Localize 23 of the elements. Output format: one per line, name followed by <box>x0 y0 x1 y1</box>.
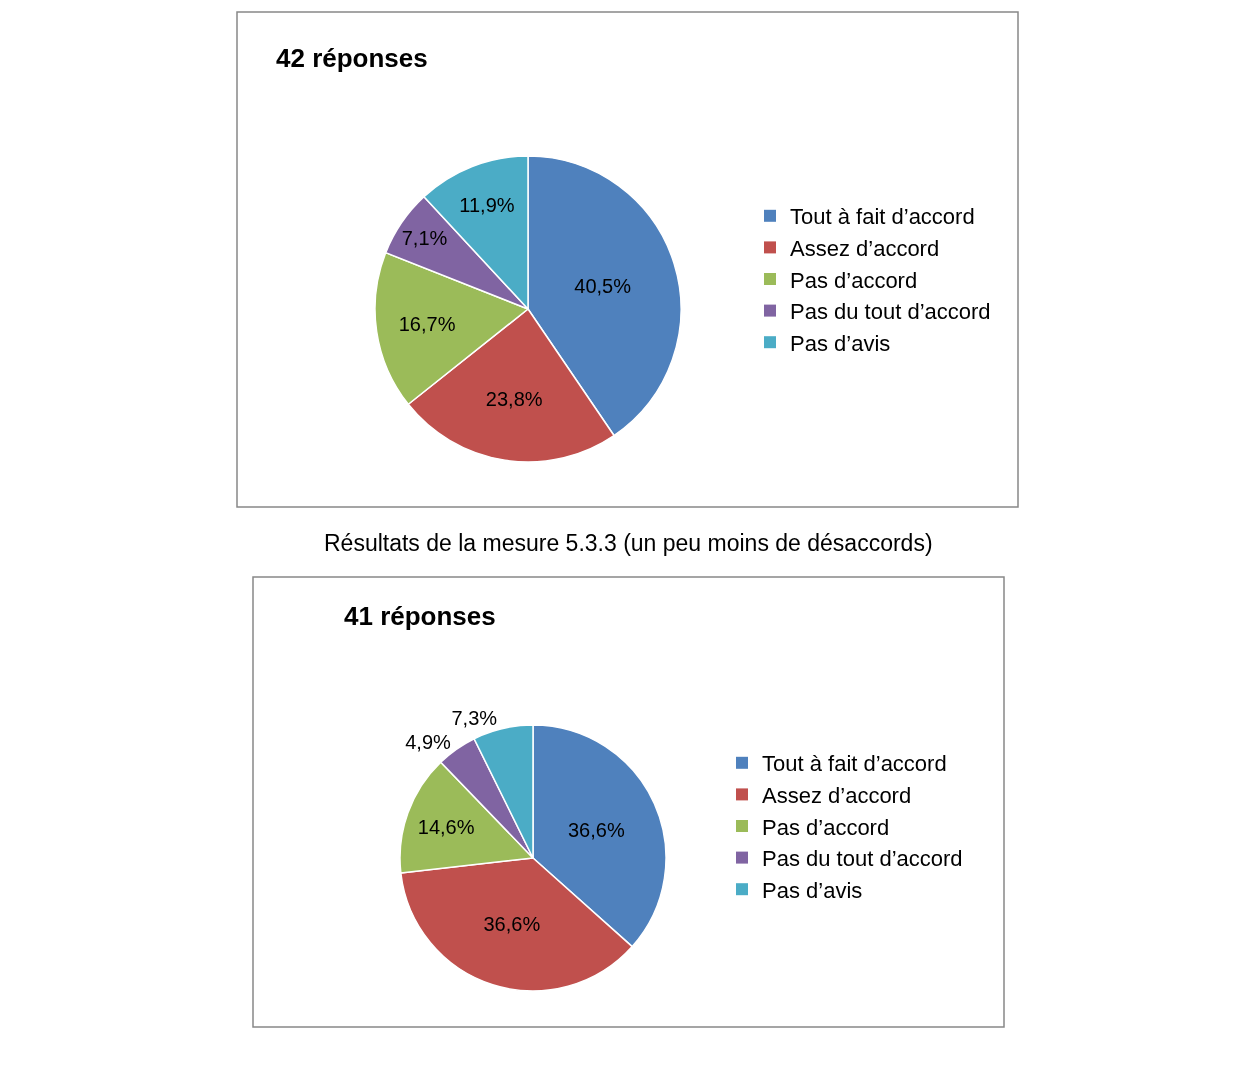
data-label: 23,8% <box>485 388 543 411</box>
text: Résultats de la mesure 5.3.3 (un peu moins de désaccords) <box>324 530 933 556</box>
data-label: 40,5% <box>574 275 632 297</box>
legend-label: Pas d’avis <box>790 330 891 356</box>
chart-title: 42 réponses <box>276 43 428 73</box>
chart-title: 41 réponses <box>344 601 496 631</box>
legend-label: Tout à fait d’accord <box>790 204 975 230</box>
legend-label: Pas du tout d’accord <box>790 299 991 325</box>
legend-label: Pas d’avis <box>762 877 863 903</box>
data-label: 14,6% <box>417 815 475 838</box>
data-label: 7,1% <box>401 227 448 250</box>
legend-label: Pas d’accord <box>762 814 890 840</box>
data-label: 7,3% <box>451 707 498 730</box>
data-label: 16,7% <box>398 313 456 335</box>
legend-label: Pas d’accord <box>790 267 918 293</box>
legend-label: Assez d’accord <box>762 782 912 808</box>
legend-label: Assez d’accord <box>790 235 940 261</box>
data-label: 4,9% <box>405 730 452 753</box>
data-label: 36,6% <box>483 913 541 936</box>
data-label: 36,6% <box>568 818 625 841</box>
data-label: 11,9% <box>459 193 515 216</box>
legend-label: Tout à fait d’accord <box>762 751 947 777</box>
legend-label: Pas du tout d’accord <box>762 846 963 872</box>
